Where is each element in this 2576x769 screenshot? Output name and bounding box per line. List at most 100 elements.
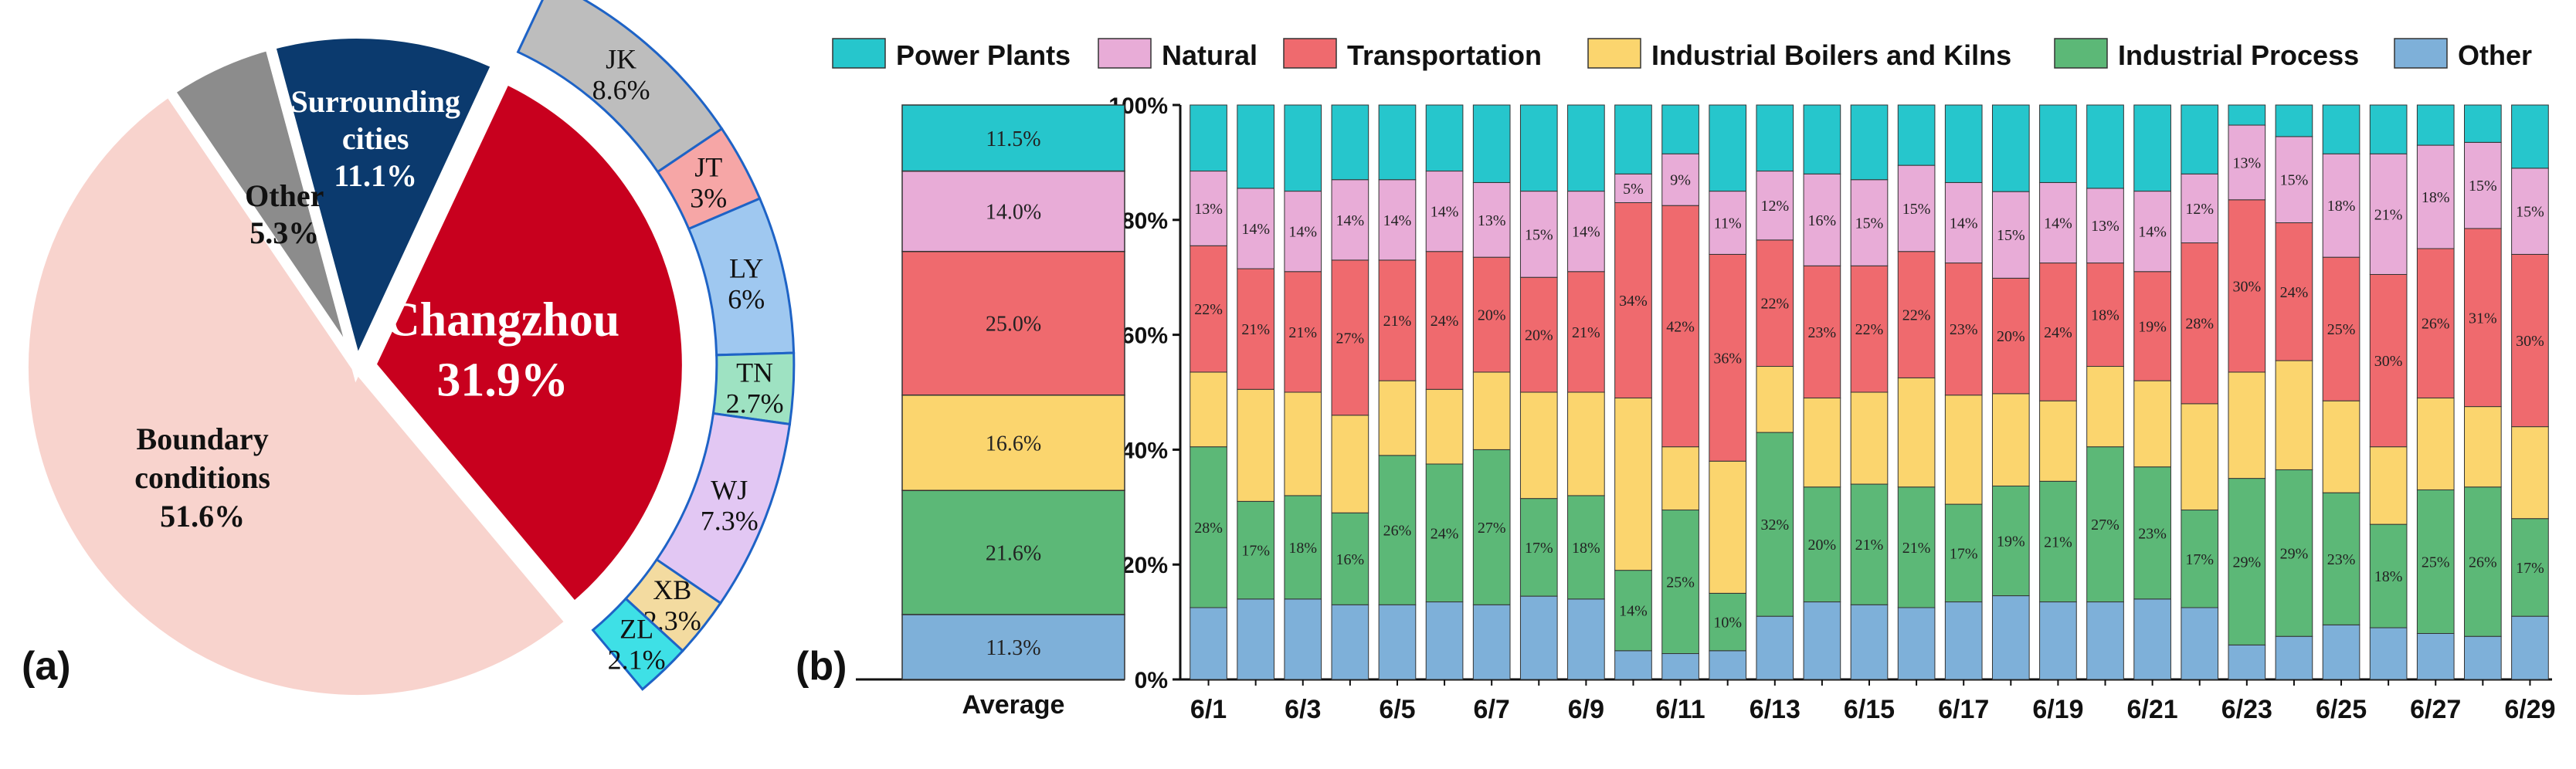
boundary-label-line2: conditions: [134, 460, 270, 495]
segment-label-natural-6-14: 16%: [1808, 212, 1837, 229]
bar-segment-other-6-14: [1803, 601, 1841, 680]
bar-segment-power-plants-6-2: [1237, 104, 1274, 189]
segment-label-transportation-6-13: 22%: [1760, 296, 1789, 313]
segment-label-industrial-process-6-23: 29%: [2232, 554, 2261, 571]
bar-segment-transportation-6-27: [2416, 248, 2455, 398]
bar-segment-industrial-boilers-and-kilns-6-29: [2511, 426, 2549, 520]
segment-label-natural-6-1: 13%: [1194, 201, 1223, 218]
bar-segment-other-6-8: [1519, 595, 1558, 680]
segment-label-natural-6-4: 14%: [1336, 212, 1365, 229]
segment-label-natural-6-2: 14%: [1241, 221, 1270, 238]
legend-swatch-natural: [1098, 38, 1152, 69]
bar-segment-industrial-boilers-and-kilns-6-14: [1803, 397, 1841, 488]
bar-segment-power-plants-6-6: [1425, 104, 1464, 172]
segment-label-natural-6-3: 14%: [1288, 224, 1317, 241]
bar-segment-power-plants-6-14: [1803, 104, 1841, 174]
bar-segment-natural-6-10: [1614, 173, 1652, 203]
bar-segment-power-plants-6-4: [1331, 104, 1369, 181]
bar-segment-industrial-process-6-1: [1190, 446, 1227, 608]
bar-segment-power-plants-6-29: [2511, 104, 2549, 169]
other-slice-label-pct: 5.3%: [249, 215, 319, 250]
legend-swatch-industrial-boilers-and-kilns: [1587, 38, 1641, 69]
segment-label-natural-6-25: 18%: [2327, 198, 2356, 215]
bar-segment-industrial-process-6-23: [2228, 478, 2266, 645]
segment-label-industrial-process-6-12: 10%: [1713, 615, 1742, 632]
bar-segment-other-6-28: [2464, 635, 2502, 680]
segment-label-industrial-process-6-11: 25%: [1666, 574, 1695, 591]
surrounding-label-pct: 11.1%: [334, 158, 417, 193]
bar-segment-power-plants-6-23: [2228, 104, 2266, 126]
bar-segment-transportation-6-8: [1519, 276, 1558, 393]
bar-segment-industrial-process-6-12: [1709, 592, 1747, 652]
legend-label-other: Other: [2458, 39, 2532, 71]
surrounding-label-line2: cities: [342, 121, 409, 156]
bar-segment-industrial-boilers-and-kilns-6-5: [1378, 380, 1417, 456]
bar-segment-transportation-6-14: [1803, 265, 1841, 398]
legend-label-industrial-boilers-and-kilns: Industrial Boilers and Kilns: [1651, 39, 2011, 71]
panel-a-pie-chart: JK8.6%JT3%LY6%TN2.7%WJ7.3%XB2.3%ZL2.1%Ch…: [18, 0, 796, 706]
bar-segment-transportation-6-26: [2369, 273, 2408, 448]
bar-segment-power-plants-6-13: [1756, 104, 1794, 172]
bar-segment-power-plants-6-8: [1519, 104, 1558, 192]
segment-label-transportation-6-25: 25%: [2327, 321, 2356, 338]
bar-segment-natural-6-27: [2416, 144, 2455, 249]
bar-segment-natural-6-19: [2039, 181, 2077, 264]
bar-segment-industrial-boilers-and-kilns-6-17: [1944, 395, 1983, 505]
segment-label-industrial-process-6-7: 27%: [1478, 520, 1506, 537]
bar-segment-industrial-process-6-21: [2133, 466, 2171, 600]
x-tick-label: 6/15: [1844, 695, 1895, 724]
segment-label-natural-6-18: 15%: [1997, 227, 2025, 244]
bar-segment-industrial-process-6-15: [1850, 483, 1889, 605]
average-segment-label-power-plants: 11.5%: [986, 127, 1040, 151]
segment-label-natural-6-15: 15%: [1855, 215, 1884, 232]
panel-b-stacked-bar-chart: Power Plants Natural Transportation Industr…: [832, 38, 2556, 724]
bar-segment-natural-6-21: [2133, 191, 2171, 273]
segment-label-industrial-process-6-18: 19%: [1997, 534, 2025, 550]
segment-label-industrial-process-6-22: 17%: [2185, 551, 2214, 568]
ring-label-wj-pct: 7.3%: [701, 505, 759, 536]
bar-segment-industrial-boilers-and-kilns-6-3: [1284, 391, 1322, 496]
bar-segment-industrial-process-6-2: [1237, 500, 1274, 600]
bar-segment-industrial-process-6-22: [2181, 510, 2219, 608]
bar-segment-industrial-process-6-26: [2369, 523, 2408, 628]
ring-label-jt-pct: 3%: [690, 183, 727, 214]
x-tick-label: 6/21: [2127, 695, 2178, 724]
average-segment-natural: [901, 170, 1125, 252]
bar-segment-natural-6-22: [2181, 173, 2219, 244]
bar-segment-transportation-6-1: [1190, 245, 1227, 373]
segment-label-natural-6-7: 13%: [1478, 212, 1506, 229]
bar-segment-other-6-6: [1425, 601, 1464, 680]
segment-label-transportation-6-15: 22%: [1855, 321, 1884, 338]
bar-segment-power-plants-6-5: [1378, 104, 1417, 181]
segment-label-transportation-6-27: 26%: [2422, 316, 2450, 333]
x-tick-label: 6/9: [1568, 695, 1604, 724]
bar-segment-power-plants-6-22: [2181, 104, 2219, 174]
bar-segment-transportation-6-20: [2086, 263, 2124, 368]
segment-label-industrial-process-6-25: 23%: [2327, 551, 2356, 568]
x-tick-label: 6/13: [1750, 695, 1800, 724]
bar-segment-natural-6-15: [1850, 179, 1889, 266]
bar-segment-natural-6-24: [2275, 136, 2313, 224]
segment-label-transportation-6-7: 20%: [1478, 307, 1506, 324]
bar-segment-industrial-process-6-9: [1567, 495, 1605, 600]
bar-segment-power-plants-6-1: [1190, 104, 1227, 172]
bar-segment-industrial-boilers-and-kilns-6-6: [1425, 388, 1464, 465]
bar-segment-transportation-6-21: [2133, 271, 2171, 381]
bar-segment-other-6-29: [2511, 615, 2549, 680]
bar-segment-industrial-boilers-and-kilns-6-11: [1661, 446, 1699, 511]
segment-label-industrial-process-6-24: 29%: [2280, 545, 2309, 562]
bar-segment-power-plants-6-3: [1284, 104, 1322, 192]
bar-segment-power-plants-6-10: [1614, 104, 1652, 174]
bar-segment-natural-6-20: [2086, 188, 2124, 264]
bar-segment-industrial-process-6-18: [1991, 486, 2030, 597]
x-tick-label: 6/23: [2221, 695, 2272, 724]
bar-segment-power-plants-6-21: [2133, 104, 2171, 192]
segment-label-industrial-process-6-29: 17%: [2516, 560, 2544, 577]
segment-label-transportation-6-20: 18%: [2091, 307, 2120, 324]
bar-segment-other-6-15: [1850, 604, 1889, 680]
bar-segment-transportation-6-24: [2275, 222, 2313, 361]
y-tick-label: 80%: [1122, 208, 1168, 234]
segment-label-transportation-6-16: 22%: [1902, 307, 1931, 324]
x-tick-label: 6/5: [1379, 695, 1415, 724]
bar-segment-industrial-process-6-7: [1472, 449, 1511, 605]
